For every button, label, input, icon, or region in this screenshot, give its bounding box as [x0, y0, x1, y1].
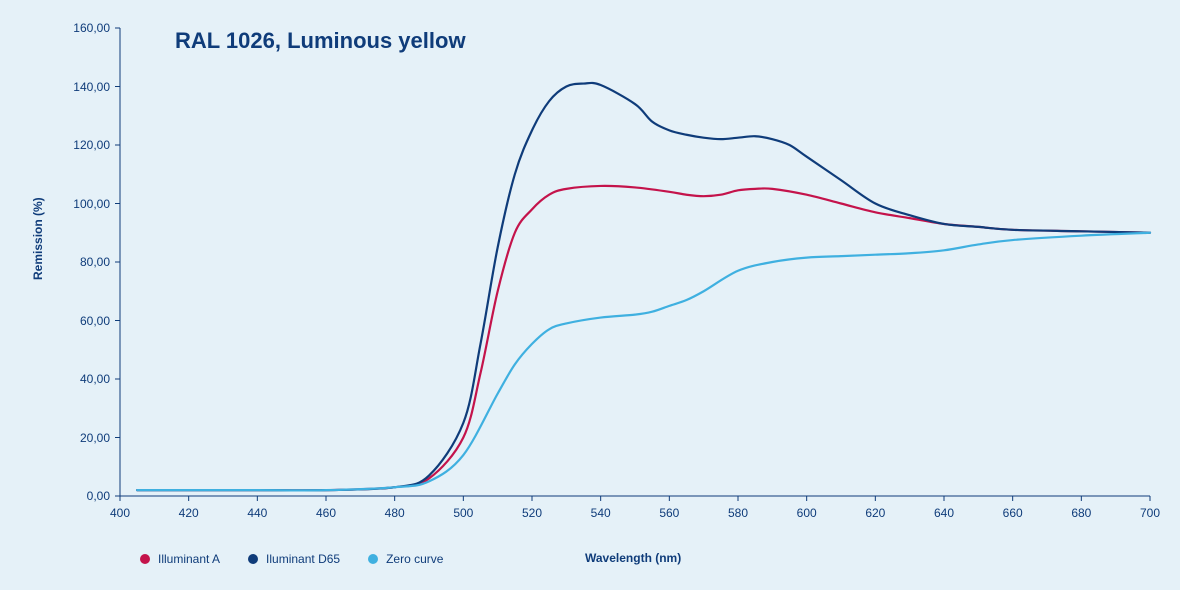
x-tick-label: 440	[247, 506, 267, 520]
remission-chart: RAL 1026, Luminous yellow Remission (%) …	[0, 0, 1180, 590]
series-line	[137, 233, 1150, 491]
legend-label: Illuminant A	[158, 552, 220, 566]
legend-item: Zero curve	[368, 552, 443, 566]
legend-swatch-icon	[368, 554, 378, 564]
y-tick-label: 0,00	[50, 489, 110, 503]
x-tick-label: 400	[110, 506, 130, 520]
x-tick-label: 600	[797, 506, 817, 520]
x-tick-label: 660	[1003, 506, 1023, 520]
x-tick-label: 620	[865, 506, 885, 520]
legend-swatch-icon	[140, 554, 150, 564]
chart-svg	[0, 0, 1180, 590]
y-tick-label: 120,00	[50, 138, 110, 152]
x-tick-label: 700	[1140, 506, 1160, 520]
x-tick-label: 460	[316, 506, 336, 520]
legend-swatch-icon	[248, 554, 258, 564]
y-tick-label: 100,00	[50, 197, 110, 211]
x-tick-label: 560	[659, 506, 679, 520]
legend-label: Zero curve	[386, 552, 443, 566]
legend-item: Illuminant A	[140, 552, 220, 566]
y-tick-label: 40,00	[50, 372, 110, 386]
x-tick-label: 420	[179, 506, 199, 520]
y-tick-label: 20,00	[50, 431, 110, 445]
x-tick-label: 680	[1071, 506, 1091, 520]
legend-label: Iluminant D65	[266, 552, 340, 566]
x-tick-label: 580	[728, 506, 748, 520]
chart-legend: Illuminant A Iluminant D65 Zero curve	[140, 552, 443, 566]
x-tick-label: 500	[453, 506, 473, 520]
legend-item: Iluminant D65	[248, 552, 340, 566]
y-tick-label: 80,00	[50, 255, 110, 269]
x-tick-label: 480	[385, 506, 405, 520]
y-tick-label: 140,00	[50, 80, 110, 94]
series-line	[137, 186, 1150, 490]
series-line	[137, 83, 1150, 490]
y-tick-label: 160,00	[50, 21, 110, 35]
y-tick-label: 60,00	[50, 314, 110, 328]
x-tick-label: 640	[934, 506, 954, 520]
x-axis-label: Wavelength (nm)	[585, 551, 681, 565]
x-tick-label: 520	[522, 506, 542, 520]
x-tick-label: 540	[591, 506, 611, 520]
